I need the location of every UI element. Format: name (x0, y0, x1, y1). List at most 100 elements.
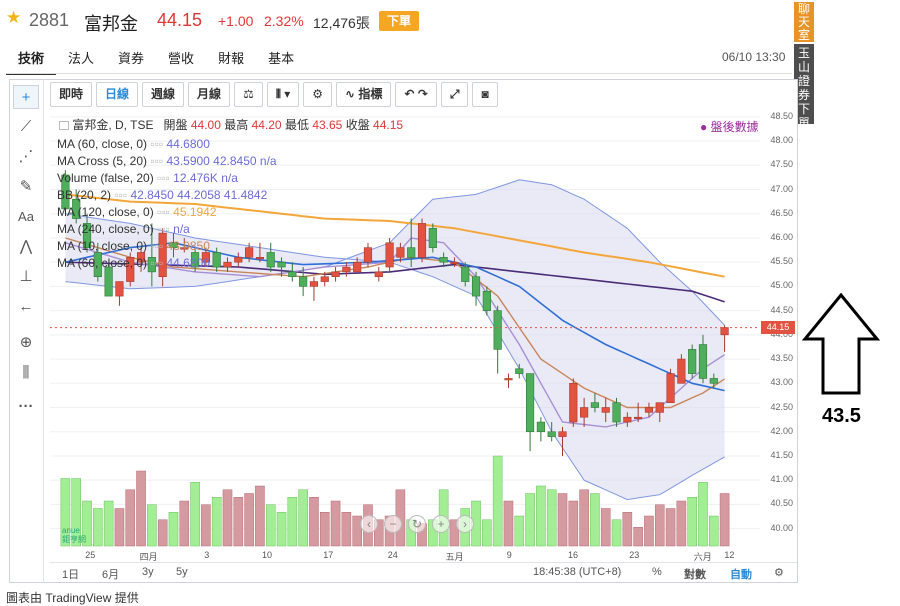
indicator-controls-icon[interactable]: ▫▫▫ (153, 171, 174, 185)
candle-body (223, 261, 232, 268)
close-label: 收盤 (345, 118, 370, 132)
auto-scale-toggle[interactable]: 自動 (730, 569, 752, 581)
favorite-star-icon[interactable]: ★ (6, 8, 22, 27)
redo-icon[interactable]: ↷ (417, 87, 428, 101)
indicator-legend-row[interactable]: MA (120, close, 0) ▫▫▫ 45.1942 (57, 204, 217, 221)
bollinger-upper-line (65, 179, 725, 326)
volume-bar (287, 497, 298, 547)
volume-bar (482, 519, 492, 547)
undo-icon[interactable]: ↶ (404, 87, 415, 101)
bollinger-band-fill (65, 179, 725, 500)
candle-body (136, 252, 146, 263)
range-6m[interactable]: 6月 (102, 569, 120, 581)
clock: 18:45:38 (UTC+8) (533, 566, 622, 578)
collapse-icon[interactable] (59, 121, 69, 131)
footer-credit: 圖表由 TradingView 提供 (6, 591, 139, 605)
indicator-legend-row[interactable]: MA (240, close, 0) ▫▫▫ n/a (57, 221, 190, 238)
balance-scale-icon[interactable]: ⚖ (234, 82, 263, 107)
fib-tool-icon[interactable]: ⋰ (18, 148, 34, 165)
indicator-controls-icon[interactable]: ▫▫▫ (153, 222, 174, 236)
indicator-name: MA Cross (5, 20) (57, 154, 148, 168)
tab-revenue[interactable]: 營收 (168, 51, 195, 66)
candle-body (245, 247, 254, 258)
tab-institutional[interactable]: 法人 (68, 51, 95, 66)
price-tick-label: 43.00 (770, 377, 793, 388)
indicator-legend-row[interactable]: MA (60, close, 0) ▫▫▫ 44.6800 (57, 255, 210, 272)
log-toggle[interactable]: 對數 (684, 569, 706, 581)
trend-line-icon[interactable]: ⟋ (20, 118, 32, 135)
range-1d[interactable]: 1日 (62, 569, 80, 581)
time-tick-label: 10 (262, 550, 273, 560)
interval-intraday-button[interactable]: 即時 (50, 82, 93, 107)
interval-monthly-button[interactable]: 月線 (188, 82, 231, 107)
fullscreen-icon[interactable]: ⤢ (440, 82, 469, 107)
zoom-out-icon[interactable]: − (384, 515, 402, 533)
interval-weekly-button[interactable]: 週線 (142, 82, 185, 107)
indicator-controls-icon[interactable]: ▫▫▫ (153, 205, 174, 219)
indicator-legend-row[interactable]: MA (10, close, 0) ▫▫▫ 43.0850 (57, 238, 210, 255)
candle-body (82, 223, 92, 248)
camera-icon[interactable]: ◙ (472, 82, 498, 107)
indicator-controls-icon[interactable]: ▫▫▫ (147, 239, 167, 253)
indicators-button[interactable]: ∿ 指標 (336, 82, 392, 107)
chat-room-button[interactable]: 聊天室 (794, 2, 814, 42)
scroll-right-icon[interactable]: › (456, 515, 474, 533)
high-label: 最高 (224, 118, 249, 132)
gear-icon[interactable]: ⚙ (303, 82, 332, 107)
brush-icon[interactable]: ✎ (19, 178, 33, 195)
order-button[interactable]: 下單 (379, 11, 419, 31)
tab-margin[interactable]: 資券 (118, 51, 145, 66)
crosshair-icon[interactable]: + (13, 85, 39, 109)
pattern-tool-icon[interactable]: ⋀ (19, 238, 33, 255)
candle-body (601, 407, 610, 413)
broker-order-button[interactable]: 玉山證券下單 (794, 44, 814, 130)
indicator-controls-icon[interactable]: ▫▫▫ (147, 154, 167, 168)
candle-body (428, 227, 437, 248)
volume-bar (676, 500, 687, 547)
scroll-left-icon[interactable]: ‹ (360, 515, 378, 533)
interval-daily-button[interactable]: 日線 (96, 82, 139, 107)
indicator-legend-row[interactable]: MA Cross (5, 20) ▫▫▫ 43.5900 42.8450 n/a (57, 153, 277, 170)
time-axis[interactable]: 25 四月 3 10 17 24 五月 9 16 23 六月 12 (50, 548, 760, 562)
range-3y[interactable]: 3y (142, 566, 154, 578)
indicator-controls-icon[interactable]: ▫▫▫ (147, 256, 167, 270)
volume-bar (579, 489, 589, 547)
price-plot[interactable] (50, 112, 760, 548)
tab-financials[interactable]: 財報 (218, 51, 245, 66)
price-axis[interactable]: 48.50 48.00 47.50 47.00 46.50 46.00 45.50 45.00… (760, 111, 797, 548)
candle-body (374, 271, 383, 278)
reset-icon[interactable]: ↻ (408, 515, 426, 533)
measure-icon[interactable]: ⊥ (19, 268, 33, 285)
arrow-left-icon[interactable]: ← (18, 298, 34, 315)
post-market-data-link[interactable]: ● 盤後數據 (700, 120, 759, 134)
tab-technical[interactable]: 技術 (6, 46, 57, 75)
indicator-legend-row[interactable]: Volume (false, 20) ▫▫▫ 12.476K n/a (57, 170, 238, 187)
more-tools-icon[interactable]: ··· (18, 398, 34, 415)
tab-basic[interactable]: 基本 (268, 51, 295, 66)
text-tool-icon[interactable]: Aa (18, 209, 34, 224)
percent-toggle[interactable]: % (652, 566, 662, 578)
indicator-legend-row[interactable]: MA (60, close, 0) ▫▫▫ 44.6800 (57, 136, 210, 153)
zoom-in-icon[interactable]: + (432, 515, 450, 533)
time-tick-label: 24 (387, 550, 398, 560)
volume-bar (136, 470, 146, 547)
range-5y[interactable]: 5y (176, 566, 188, 578)
zoom-in-icon[interactable]: ⊕ (19, 334, 33, 351)
price-tick-label: 47.00 (770, 183, 793, 194)
volume-bar (698, 482, 708, 547)
indicator-controls-icon[interactable]: ▫▫▫ (111, 188, 131, 202)
candle-body (644, 407, 654, 413)
magnet-icon[interactable]: ⫼ (22, 364, 30, 381)
candlestick-icon[interactable]: ⫴ ▾ (266, 82, 300, 107)
candle-body (266, 252, 275, 268)
volume-bar (276, 512, 287, 547)
indicator-legend-row[interactable]: BB (20, 2) ▫▫▫ 42.8450 44.2058 41.4842 (57, 187, 267, 204)
indicator-controls-icon[interactable]: ▫▫▫ (147, 137, 167, 151)
price-change-percent: 2.32% (264, 13, 304, 29)
candle-body (439, 257, 448, 263)
indicator-value: 44.6800 (166, 137, 210, 151)
candle-body (536, 421, 545, 433)
up-arrow-annotation-icon (801, 293, 881, 395)
candle-body (342, 266, 351, 273)
settings-gear-icon[interactable]: ⚙ (774, 567, 784, 579)
